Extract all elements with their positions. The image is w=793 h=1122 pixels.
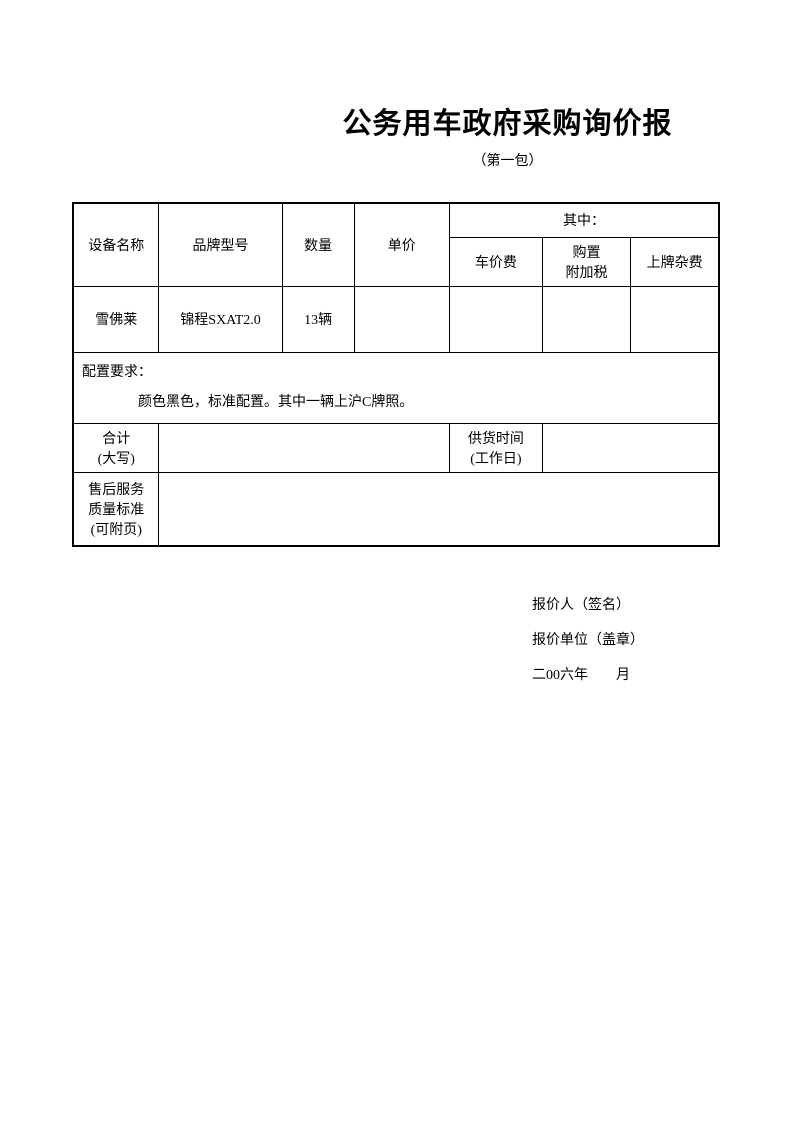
table-row: 雪佛莱 锦程SXAT2.0 13辆 — [73, 286, 719, 352]
page-subtitle: （第一包） — [72, 150, 793, 170]
cell-vehicle-fee — [449, 286, 542, 352]
service-label-l1: 售后服务 — [88, 483, 144, 498]
service-value — [159, 472, 719, 546]
config-cell: 配置要求： 颜色黑色，标准配置。其中一辆上沪C牌照。 — [73, 352, 719, 423]
header-brand-model: 品牌型号 — [159, 203, 282, 286]
signature-date: 二00六年 月 — [532, 661, 793, 692]
total-row: 合计 (大写) 供货时间 (工作日) — [73, 423, 719, 472]
delivery-label-l2: (工作日) — [470, 452, 521, 467]
header-row-1: 设备名称 品牌型号 数量 单价 其中： — [73, 203, 719, 237]
cell-unit-price — [354, 286, 449, 352]
total-label: 合计 (大写) — [73, 423, 159, 472]
total-label-l2: (大写) — [98, 452, 135, 467]
total-value — [159, 423, 449, 472]
service-label-l3: (可附页) — [91, 523, 142, 538]
cell-purchase-tax — [542, 286, 630, 352]
config-label: 配置要求： — [82, 365, 152, 380]
cell-license-fee — [631, 286, 719, 352]
delivery-label-l1: 供货时间 — [468, 432, 524, 447]
cell-quantity: 13辆 — [282, 286, 354, 352]
service-label: 售后服务 质量标准 (可附页) — [73, 472, 159, 546]
header-equipment-name: 设备名称 — [73, 203, 159, 286]
total-label-l1: 合计 — [102, 432, 130, 447]
service-row: 售后服务 质量标准 (可附页) — [73, 472, 719, 546]
header-including: 其中： — [449, 203, 719, 237]
delivery-label: 供货时间 (工作日) — [449, 423, 542, 472]
service-label-l2: 质量标准 — [88, 503, 144, 518]
quotation-table: 设备名称 品牌型号 数量 单价 其中： 车价费 购置 附加税 上牌杂费 雪佛莱 … — [72, 202, 720, 547]
header-purchase-tax: 购置 附加税 — [542, 237, 630, 286]
signature-person: 报价人（签名） — [532, 591, 793, 622]
cell-equipment-name: 雪佛莱 — [73, 286, 159, 352]
delivery-value — [542, 423, 719, 472]
header-vehicle-fee: 车价费 — [449, 237, 542, 286]
config-text: 颜色黑色，标准配置。其中一辆上沪C牌照。 — [82, 381, 710, 411]
header-unit-price: 单价 — [354, 203, 449, 286]
header-purchase-tax-l2: 附加税 — [566, 266, 608, 281]
header-purchase-tax-l1: 购置 — [573, 246, 601, 261]
header-license-fee: 上牌杂费 — [631, 237, 719, 286]
signature-block: 报价人（签名） 报价单位（盖章） 二00六年 月 — [532, 591, 793, 691]
document-page: 公务用车政府采购询价报 （第一包） 设备名称 品牌型号 数量 单价 其中： 车价… — [0, 0, 793, 691]
cell-brand-model: 锦程SXAT2.0 — [159, 286, 282, 352]
config-row: 配置要求： 颜色黑色，标准配置。其中一辆上沪C牌照。 — [73, 352, 719, 423]
page-title: 公务用车政府采购询价报 — [72, 100, 793, 142]
header-quantity: 数量 — [282, 203, 354, 286]
signature-unit: 报价单位（盖章） — [532, 626, 793, 657]
